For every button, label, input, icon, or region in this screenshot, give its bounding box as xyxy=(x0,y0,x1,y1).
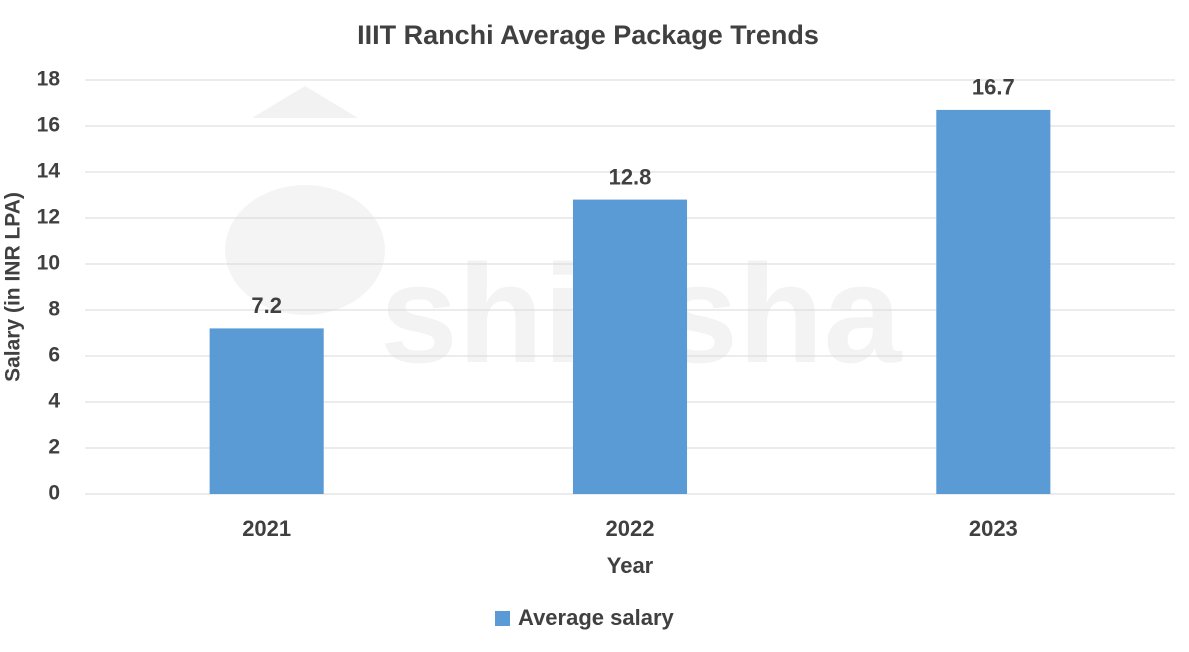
y-tick-label: 0 xyxy=(48,482,60,505)
y-tick-label: 6 xyxy=(48,344,60,367)
x-tick-label: 2021 xyxy=(242,516,291,541)
legend-swatch xyxy=(495,611,510,626)
bar xyxy=(209,328,324,494)
x-tick-label: 2022 xyxy=(606,516,655,541)
watermark-logo xyxy=(225,185,385,315)
data-label: 7.2 xyxy=(251,293,282,318)
y-tick-label: 4 xyxy=(48,390,60,413)
y-tick-label: 2 xyxy=(48,436,60,459)
y-tick-label: 18 xyxy=(37,68,61,91)
y-tick-label: 16 xyxy=(37,114,60,137)
y-tick-label: 10 xyxy=(37,252,60,275)
data-label: 16.7 xyxy=(972,75,1015,100)
y-tick-label: 12 xyxy=(37,206,60,229)
chart-title: IIIT Ranchi Average Package Trends xyxy=(357,20,819,50)
y-tick-label: 14 xyxy=(37,160,61,183)
y-tick-label: 8 xyxy=(48,298,60,321)
x-tick-label: 2023 xyxy=(969,516,1018,541)
x-axis-label: Year xyxy=(607,553,654,578)
bar xyxy=(572,199,688,494)
legend-label: Average salary xyxy=(518,605,675,630)
data-label: 12.8 xyxy=(609,164,652,189)
y-axis-label: Salary (in INR LPA) xyxy=(2,192,25,382)
bar xyxy=(936,109,1051,495)
watermark-cap xyxy=(252,86,358,118)
